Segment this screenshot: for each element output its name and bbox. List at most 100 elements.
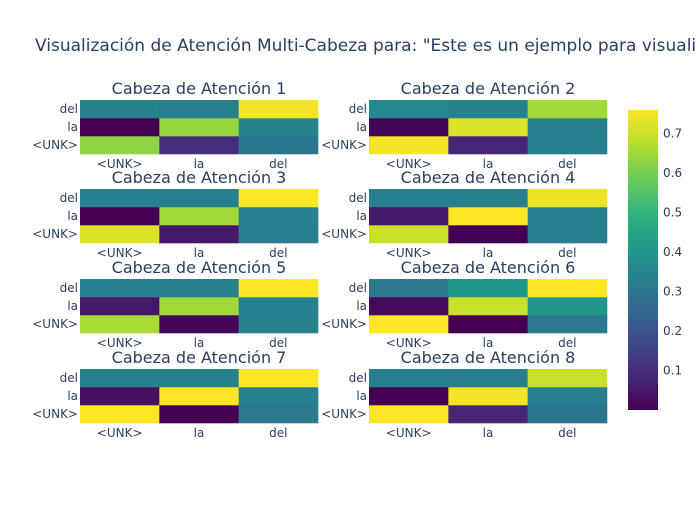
heatmap-cell bbox=[369, 118, 449, 137]
panel-title: Cabeza de Atención 7 bbox=[112, 348, 287, 367]
heatmap-cell bbox=[369, 315, 449, 334]
x-tick-label: del bbox=[269, 426, 287, 440]
heatmap-cell bbox=[159, 100, 239, 119]
heatmap-cell bbox=[527, 136, 608, 155]
x-tick-label: la bbox=[483, 157, 494, 171]
heatmap-cell bbox=[159, 405, 239, 424]
heatmap-cell bbox=[448, 279, 528, 298]
heatmap-cell bbox=[238, 189, 319, 208]
heatmap-cell bbox=[238, 118, 319, 137]
y-tick-label: del bbox=[349, 371, 367, 385]
heatmap-cell bbox=[159, 225, 239, 244]
x-tick-label: del bbox=[558, 426, 576, 440]
y-tick-label: <UNK> bbox=[321, 317, 367, 331]
heatmap-cell bbox=[80, 189, 160, 208]
x-tick-label: la bbox=[483, 426, 494, 440]
heatmap-cell bbox=[369, 279, 449, 298]
x-tick-label: <UNK> bbox=[97, 336, 143, 350]
heatmap-cell bbox=[80, 369, 160, 388]
heatmap-cell bbox=[80, 118, 160, 137]
x-tick-label: del bbox=[269, 157, 287, 171]
heatmap-cell bbox=[80, 136, 160, 155]
colorbar-tick-label: 0.4 bbox=[663, 245, 682, 259]
x-tick-label: la bbox=[194, 157, 205, 171]
x-tick-label: del bbox=[558, 157, 576, 171]
panel-title: Cabeza de Atención 1 bbox=[112, 79, 287, 98]
x-tick-label: la bbox=[194, 426, 205, 440]
heatmap-cell bbox=[159, 136, 239, 155]
x-tick-label: del bbox=[269, 246, 287, 260]
y-tick-label: la bbox=[356, 299, 367, 313]
heatmap-cell bbox=[238, 279, 319, 298]
heatmap-cell bbox=[448, 315, 528, 334]
heatmap-cell bbox=[238, 405, 319, 424]
heatmap-cell bbox=[80, 207, 160, 226]
y-tick-label: la bbox=[67, 299, 78, 313]
colorbar-tick-label: 0.5 bbox=[663, 206, 682, 220]
heatmap-cell bbox=[369, 387, 449, 406]
heatmap-cell bbox=[369, 207, 449, 226]
heatmap-cell bbox=[527, 369, 608, 388]
heatmap-cell bbox=[527, 405, 608, 424]
y-tick-label: del bbox=[60, 102, 78, 116]
heatmap-cell bbox=[527, 315, 608, 334]
heatmap-panel-6: Cabeza de Atención 6 <UNK> la del <UNK> la del bbox=[321, 258, 608, 350]
colorbar-tick-label: 0.6 bbox=[663, 166, 682, 180]
heatmap-panel-1: Cabeza de Atención 1 <UNK> la del <UNK> la del bbox=[32, 79, 319, 171]
y-tick-label: del bbox=[349, 102, 367, 116]
heatmap-cell bbox=[369, 225, 449, 244]
colorbar-tick-label: 0.7 bbox=[663, 127, 682, 141]
heatmap-cell bbox=[159, 297, 239, 316]
heatmap-cell bbox=[527, 297, 608, 316]
y-tick-label: la bbox=[67, 120, 78, 134]
heatmap-panel-3: Cabeza de Atención 3 <UNK> la del <UNK> la del bbox=[32, 168, 319, 260]
y-tick-label: la bbox=[67, 209, 78, 223]
x-tick-label: <UNK> bbox=[386, 426, 432, 440]
y-tick-label: la bbox=[356, 120, 367, 134]
heatmap-cell bbox=[369, 136, 449, 155]
panel-title: Cabeza de Atención 8 bbox=[401, 348, 576, 367]
colorbar-tick-label: 0.2 bbox=[663, 324, 682, 338]
colorbar: 0.1 0.2 0.3 0.4 0.5 0.6 0.7 bbox=[628, 110, 682, 410]
heatmap-cell bbox=[527, 207, 608, 226]
y-tick-label: la bbox=[67, 389, 78, 403]
heatmap-cell bbox=[80, 100, 160, 119]
y-tick-label: del bbox=[349, 191, 367, 205]
y-tick-label: <UNK> bbox=[32, 407, 78, 421]
heatmap-cell bbox=[238, 100, 319, 119]
heatmap-cell bbox=[238, 297, 319, 316]
heatmap-cell bbox=[159, 387, 239, 406]
y-tick-label: la bbox=[356, 209, 367, 223]
x-tick-label: <UNK> bbox=[97, 246, 143, 260]
panel-title: Cabeza de Atención 3 bbox=[112, 168, 287, 187]
heatmap-cell bbox=[159, 279, 239, 298]
heatmap-panel-2: Cabeza de Atención 2 <UNK> la del <UNK> la del bbox=[321, 79, 608, 171]
y-tick-label: del bbox=[349, 281, 367, 295]
heatmap-cell bbox=[448, 225, 528, 244]
heatmap-cell bbox=[369, 369, 449, 388]
heatmap-cell bbox=[369, 405, 449, 424]
heatmap-cell bbox=[527, 387, 608, 406]
heatmap-cell bbox=[448, 405, 528, 424]
y-tick-label: del bbox=[60, 281, 78, 295]
heatmap-cell bbox=[448, 369, 528, 388]
colorbar-gradient bbox=[628, 110, 658, 410]
panel-title: Cabeza de Atención 6 bbox=[401, 258, 576, 277]
x-tick-label: del bbox=[558, 246, 576, 260]
heatmap-panel-7: Cabeza de Atención 7 <UNK> la del <UNK> la del bbox=[32, 348, 319, 440]
heatmap-cell bbox=[159, 369, 239, 388]
heatmap-cell bbox=[238, 315, 319, 334]
x-tick-label: del bbox=[558, 336, 576, 350]
heatmap-cell bbox=[369, 297, 449, 316]
y-tick-label: <UNK> bbox=[321, 227, 367, 241]
heatmap-cell bbox=[159, 118, 239, 137]
heatmap-cell bbox=[527, 189, 608, 208]
heatmap-cell bbox=[448, 207, 528, 226]
heatmap-panel-4: Cabeza de Atención 4 <UNK> la del <UNK> la del bbox=[321, 168, 608, 260]
x-tick-label: <UNK> bbox=[386, 246, 432, 260]
y-tick-label: <UNK> bbox=[321, 138, 367, 152]
heatmap-cell bbox=[448, 387, 528, 406]
y-tick-label: <UNK> bbox=[32, 317, 78, 331]
